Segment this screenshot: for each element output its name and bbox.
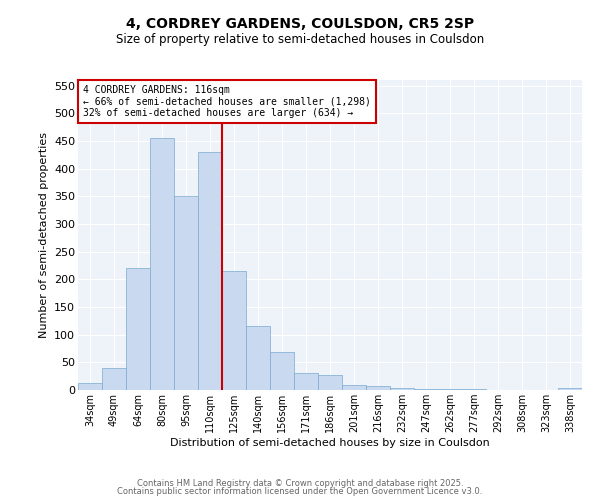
Bar: [438, 389, 462, 390]
Bar: [222, 271, 246, 390]
Text: 4 CORDREY GARDENS: 116sqm
← 66% of semi-detached houses are smaller (1,298)
32% : 4 CORDREY GARDENS: 116sqm ← 66% of semi-…: [83, 84, 371, 118]
Bar: [390, 388, 414, 390]
Text: Size of property relative to semi-detached houses in Coulsdon: Size of property relative to semi-detach…: [116, 32, 484, 46]
Bar: [294, 374, 318, 390]
X-axis label: Distribution of semi-detached houses by size in Coulsdon: Distribution of semi-detached houses by …: [170, 438, 490, 448]
Bar: [318, 375, 342, 390]
Bar: [102, 368, 126, 390]
Bar: [342, 385, 366, 390]
Text: Contains public sector information licensed under the Open Government Licence v3: Contains public sector information licen…: [118, 487, 482, 496]
Y-axis label: Number of semi-detached properties: Number of semi-detached properties: [38, 132, 49, 338]
Bar: [198, 152, 222, 390]
Bar: [558, 388, 582, 390]
Bar: [126, 268, 150, 390]
Bar: [366, 386, 390, 390]
Bar: [78, 383, 102, 390]
Bar: [246, 326, 270, 390]
Bar: [414, 389, 438, 390]
Bar: [270, 352, 294, 390]
Text: 4, CORDREY GARDENS, COULSDON, CR5 2SP: 4, CORDREY GARDENS, COULSDON, CR5 2SP: [126, 18, 474, 32]
Text: Contains HM Land Registry data © Crown copyright and database right 2025.: Contains HM Land Registry data © Crown c…: [137, 478, 463, 488]
Bar: [174, 196, 198, 390]
Bar: [150, 138, 174, 390]
